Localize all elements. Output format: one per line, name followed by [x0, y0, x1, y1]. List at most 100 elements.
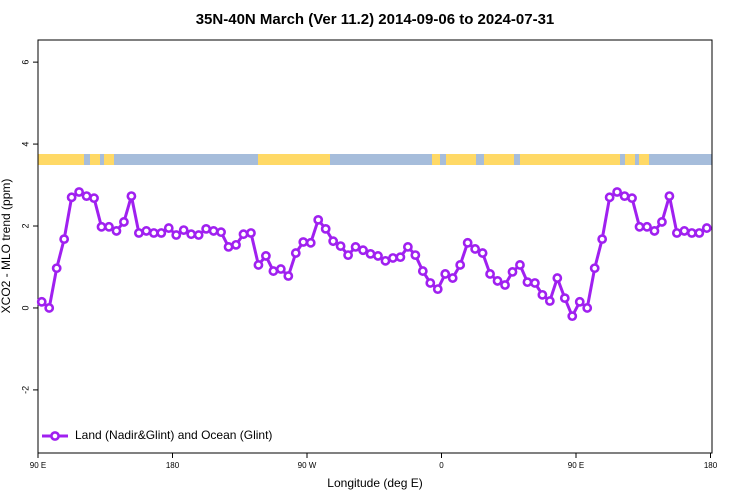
y-tick-label: 6 [20, 60, 30, 65]
data-point [253, 260, 264, 270]
data-point [522, 277, 533, 288]
data-point [119, 217, 129, 227]
data-point [365, 248, 376, 259]
land-band [38, 154, 84, 165]
data-point [447, 273, 458, 283]
data-point [686, 228, 697, 238]
data-point [462, 237, 473, 248]
land-band [104, 154, 114, 165]
data-point [657, 217, 667, 227]
data-point [477, 248, 488, 258]
x-tick-label: 180 [166, 461, 180, 470]
data-point [148, 228, 159, 238]
data-point [432, 284, 443, 295]
y-axis-label: XCO2 - MLO trend (ppm) [0, 179, 13, 314]
data-point [335, 241, 346, 251]
data-point [89, 193, 99, 204]
data-point [246, 228, 256, 238]
x-axis-label: Longitude (deg E) [327, 476, 422, 490]
data-point [81, 191, 92, 202]
y-tick-label: 2 [20, 224, 30, 229]
data-point [380, 255, 391, 266]
data-point [328, 236, 339, 247]
data-point [634, 221, 645, 232]
data-point [238, 229, 249, 240]
data-point [537, 289, 548, 300]
x-tick-label: 90 E [568, 461, 584, 470]
data-point [530, 278, 540, 288]
data-point [574, 296, 585, 307]
data-point [223, 242, 234, 252]
data-point [44, 303, 55, 313]
data-point [163, 223, 174, 233]
data-point [141, 226, 152, 236]
data-point [671, 228, 682, 238]
land-band [446, 154, 476, 165]
data-point [350, 242, 361, 252]
data-point [343, 250, 353, 261]
data-point [216, 227, 226, 238]
data-point [597, 234, 608, 245]
data-point [552, 273, 563, 283]
data-point [559, 293, 570, 304]
data-point [111, 226, 122, 236]
data-point [51, 263, 62, 274]
data-point [59, 234, 70, 245]
data-point [417, 266, 428, 276]
ocean-band [38, 154, 712, 165]
data-point [305, 237, 316, 248]
data-point [208, 226, 219, 236]
data-point [178, 225, 189, 236]
land-band [639, 154, 649, 165]
data-point [694, 228, 705, 238]
data-point [619, 191, 630, 202]
data-point [66, 192, 77, 203]
legend-marker [50, 431, 60, 441]
data-point [320, 223, 331, 234]
land-band [484, 154, 514, 165]
data-point [425, 278, 436, 288]
land-band [520, 154, 620, 165]
data-point [231, 239, 241, 250]
x-tick-label: 0 [439, 461, 444, 470]
data-point [589, 263, 600, 274]
data-point [126, 191, 137, 202]
data-point [515, 260, 525, 270]
data-point [567, 311, 578, 322]
data-point [649, 226, 660, 236]
data-point [193, 230, 204, 240]
data-point [679, 226, 690, 236]
land-band [625, 154, 635, 165]
y-tick-label: 0 [20, 305, 30, 310]
x-tick-label: 180 [704, 461, 718, 470]
data-point [388, 253, 398, 263]
data-point [455, 260, 466, 270]
data-point [582, 303, 593, 313]
land-band [90, 154, 100, 165]
data-point [373, 251, 383, 261]
data-point [440, 269, 451, 279]
data-point [485, 269, 495, 279]
data-point [507, 267, 518, 277]
data-point [701, 223, 712, 233]
x-tick-label: 90 W [298, 461, 317, 470]
x-tick-label: 90 E [30, 461, 46, 470]
data-point [313, 214, 324, 225]
data-point [544, 296, 555, 306]
data-point [261, 251, 271, 261]
data-point [275, 264, 286, 274]
data-point [283, 271, 294, 281]
data-point [290, 248, 301, 258]
data-point [627, 193, 637, 204]
y-tick-label: -2 [20, 386, 30, 394]
y-tick-label: 4 [20, 142, 30, 147]
legend-label: Land (Nadir&Glint) and Ocean (Glint) [75, 428, 272, 442]
plot-frame [37, 39, 713, 454]
land-band [258, 154, 330, 165]
chart-title: 35N-40N March (Ver 11.2) 2014-09-06 to 2… [196, 11, 555, 28]
data-point [642, 221, 652, 232]
data-point [96, 221, 107, 232]
data-point [36, 296, 47, 307]
data-point [156, 228, 167, 238]
data-point [133, 228, 144, 238]
